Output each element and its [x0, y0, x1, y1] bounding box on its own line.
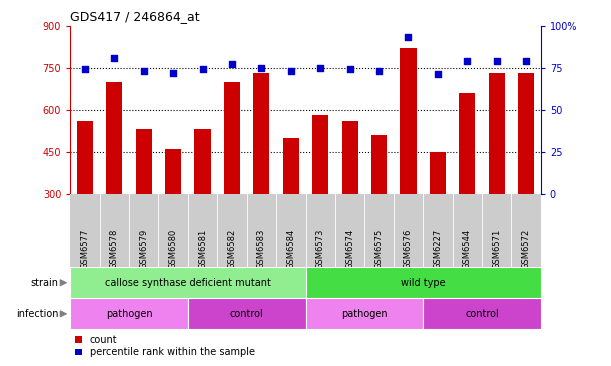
- Bar: [400, 48, 417, 194]
- Bar: [70, 298, 188, 329]
- Point: [315, 65, 325, 71]
- Bar: [489, 73, 505, 194]
- Bar: [312, 115, 328, 194]
- Bar: [77, 121, 93, 194]
- Point: [109, 55, 119, 60]
- Point: [198, 67, 208, 72]
- Bar: [70, 267, 306, 298]
- Text: GDS417 / 246864_at: GDS417 / 246864_at: [70, 10, 200, 23]
- Point: [257, 65, 266, 71]
- Text: control: control: [465, 309, 499, 319]
- Bar: [459, 93, 475, 194]
- Bar: [188, 298, 306, 329]
- Bar: [165, 149, 181, 194]
- Bar: [430, 152, 446, 194]
- Point: [403, 34, 413, 40]
- Bar: [254, 73, 269, 194]
- Point: [492, 58, 502, 64]
- Point: [80, 67, 90, 72]
- Bar: [306, 298, 423, 329]
- Bar: [306, 267, 541, 298]
- Text: pathogen: pathogen: [341, 309, 387, 319]
- Text: strain: strain: [31, 278, 59, 288]
- Point: [139, 68, 148, 74]
- Text: infection: infection: [16, 309, 59, 319]
- Point: [286, 68, 296, 74]
- Text: callose synthase deficient mutant: callose synthase deficient mutant: [105, 278, 271, 288]
- Bar: [423, 298, 541, 329]
- Point: [227, 61, 237, 67]
- Point: [168, 70, 178, 76]
- Point: [345, 67, 354, 72]
- Point: [521, 58, 531, 64]
- Bar: [283, 138, 299, 194]
- Point: [463, 58, 472, 64]
- Point: [374, 68, 384, 74]
- Point: [433, 71, 443, 77]
- Bar: [224, 82, 240, 194]
- Bar: [518, 73, 534, 194]
- Bar: [106, 82, 122, 194]
- Bar: [136, 130, 152, 194]
- Text: pathogen: pathogen: [106, 309, 152, 319]
- Bar: [342, 121, 357, 194]
- Bar: [194, 130, 211, 194]
- Text: control: control: [230, 309, 263, 319]
- Legend: count, percentile rank within the sample: count, percentile rank within the sample: [75, 335, 255, 358]
- Bar: [371, 135, 387, 194]
- Text: wild type: wild type: [401, 278, 445, 288]
